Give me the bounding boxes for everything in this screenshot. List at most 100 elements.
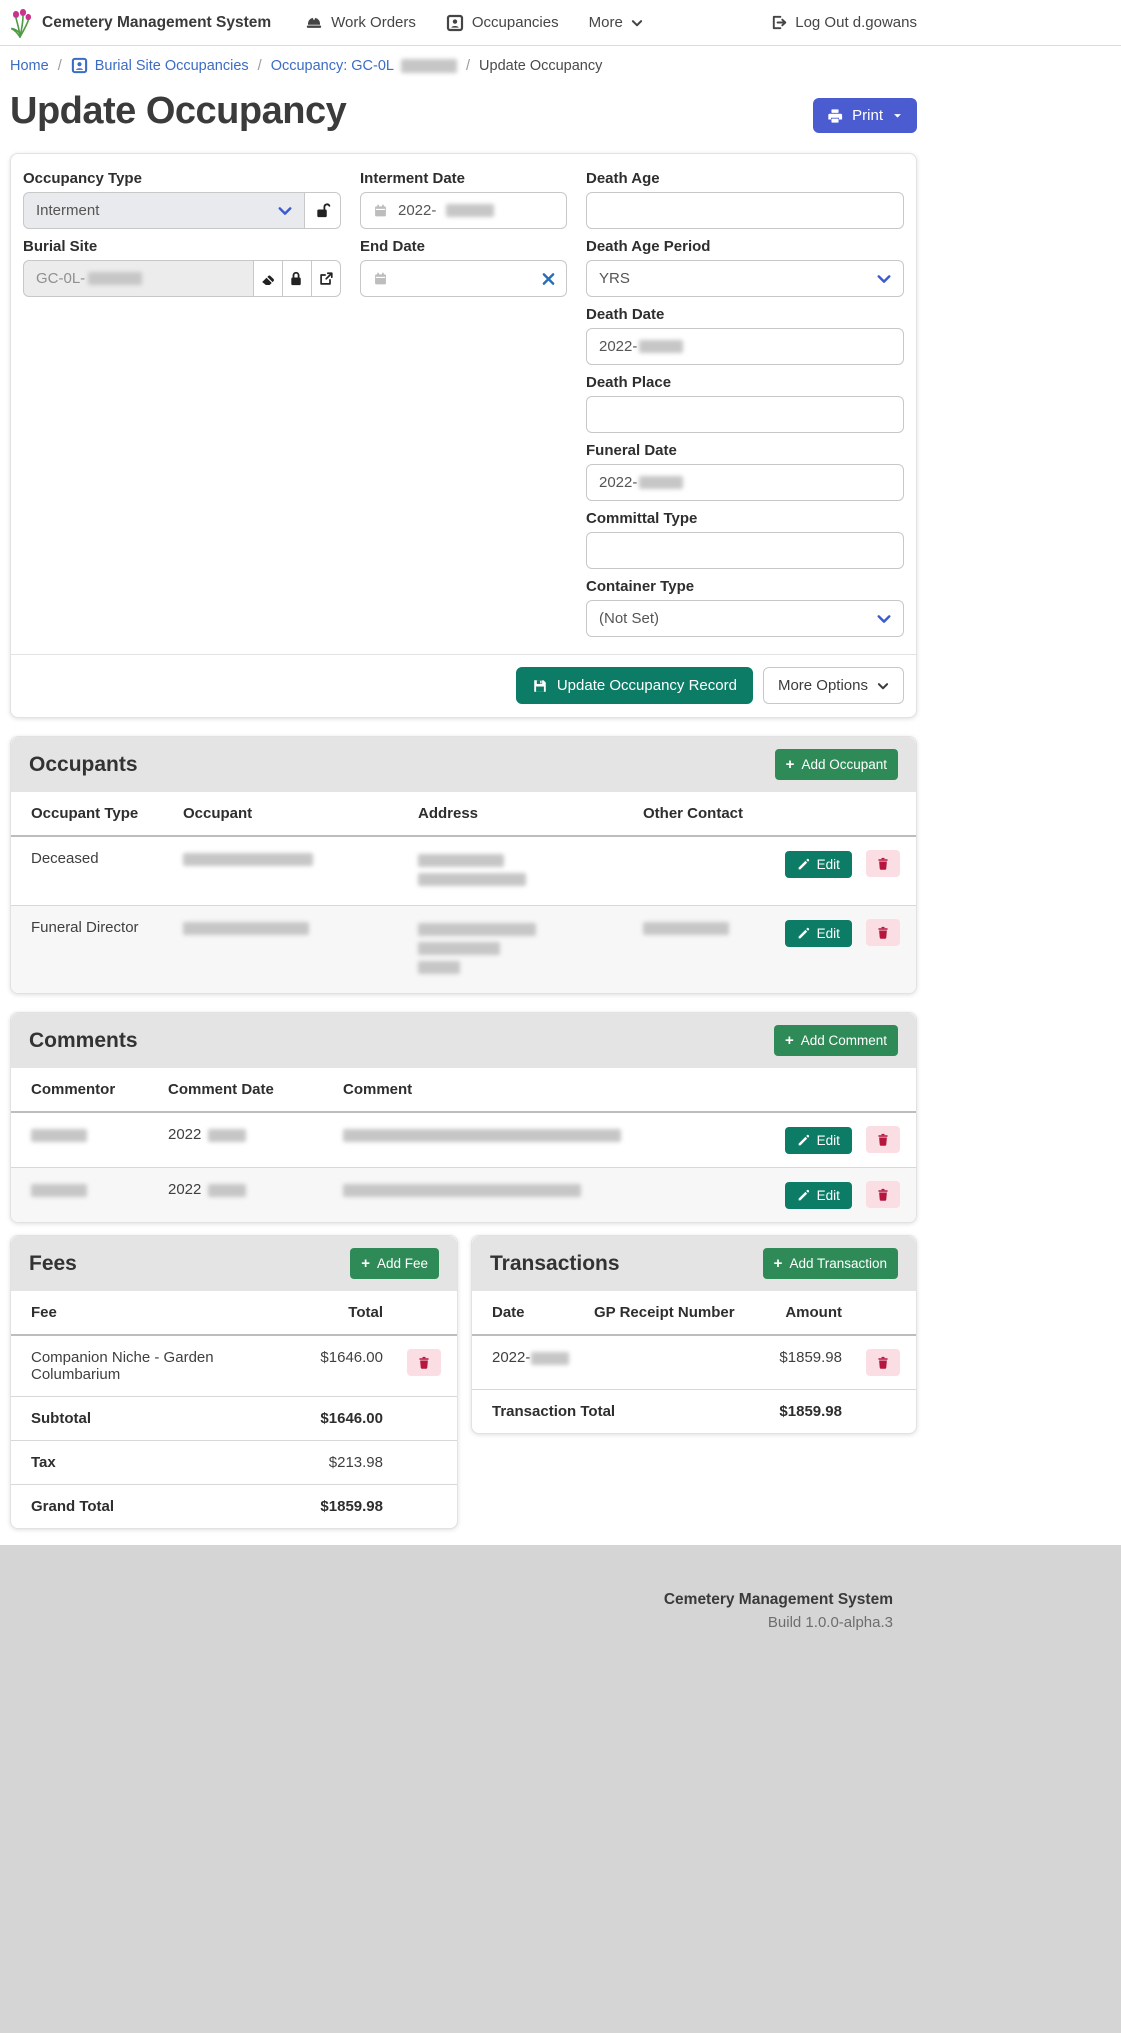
fee-name-cell: Companion Niche - Garden Columbarium [31, 1349, 214, 1383]
add-fee-label: Add Fee [376, 1256, 428, 1271]
redacted-address-line [418, 923, 536, 936]
interment-date-input[interactable]: 2022- [360, 192, 567, 229]
container-type-select[interactable]: (Not Set) [586, 600, 904, 637]
logout-label: Log Out d.gowans [795, 14, 917, 31]
edit-label: Edit [816, 926, 840, 941]
burial-site-input[interactable]: GC-0L- [23, 260, 254, 297]
comments-section: Comments + Add Comment Commentor Comment… [10, 1012, 917, 1223]
column-header: Date [472, 1291, 582, 1336]
comments-table: Commentor Comment Date Comment 2022 [11, 1068, 916, 1222]
column-header: Address [406, 792, 631, 837]
delete-occupant-button[interactable] [866, 850, 900, 877]
print-button[interactable]: Print [813, 98, 917, 133]
redacted-address-line [418, 873, 526, 886]
delete-transaction-button[interactable] [866, 1349, 900, 1376]
plus-icon: + [784, 1032, 794, 1049]
column-header-actions [772, 1068, 916, 1113]
occupancy-type-label: Occupancy Type [23, 170, 142, 187]
add-occupant-button[interactable]: + Add Occupant [774, 749, 898, 780]
edit-occupant-button[interactable]: Edit [784, 851, 852, 878]
transaction-date-cell: 2022- [492, 1349, 531, 1366]
breadcrumb-home[interactable]: Home [10, 57, 49, 74]
death-age-period-value: YRS [599, 270, 630, 287]
trash-icon [417, 1355, 431, 1370]
funeral-date-input[interactable]: 2022- [586, 464, 904, 501]
burial-site-open-link-button[interactable] [310, 260, 342, 297]
occupants-table: Occupant Type Occupant Address Other Con… [11, 792, 916, 993]
occupant-type-cell: Funeral Director [11, 905, 171, 993]
portrait-badge-icon [446, 14, 464, 32]
column-header: Fee [11, 1291, 303, 1336]
app-footer: Cemetery Management System Build 1.0.0-a… [0, 1545, 1121, 2033]
edit-comment-button[interactable]: Edit [784, 1182, 852, 1209]
tax-label: Tax [11, 1440, 303, 1485]
burial-site-lock-button[interactable] [281, 260, 312, 297]
delete-occupant-button[interactable] [866, 919, 900, 946]
nav-item-work-orders[interactable]: Work Orders [305, 14, 416, 32]
tulip-logo-icon [10, 8, 34, 38]
breadcrumb-separator: / [57, 57, 62, 74]
delete-comment-button[interactable] [866, 1126, 900, 1153]
lock-open-icon [314, 202, 331, 219]
chevron-down-icon [278, 204, 292, 218]
trash-icon [876, 1132, 890, 1147]
nav-item-occupancies[interactable]: Occupancies [446, 14, 559, 32]
container-type-label: Container Type [586, 578, 695, 595]
column-header: Occupant [171, 792, 406, 837]
redacted-comment-date [207, 1183, 246, 1197]
death-place-input[interactable] [586, 396, 904, 433]
update-occupancy-record-label: Update Occupancy Record [556, 677, 737, 694]
app-brand[interactable]: Cemetery Management System [10, 8, 271, 38]
breadcrumb-label: Occupancy: GC-0L [270, 57, 394, 74]
redacted-commentor [31, 1128, 87, 1142]
occupancy-type-unlock-button[interactable] [303, 192, 341, 229]
death-date-label: Death Date [586, 306, 665, 323]
edit-comment-button[interactable]: Edit [784, 1127, 852, 1154]
breadcrumb-separator: / [466, 57, 471, 74]
portrait-badge-icon [71, 57, 88, 74]
pencil-icon [797, 1189, 810, 1202]
logout-icon [770, 14, 787, 31]
end-date-input[interactable] [360, 260, 567, 297]
table-row: 2022- $1859.98 [472, 1335, 916, 1390]
add-transaction-button[interactable]: + Add Transaction [762, 1248, 898, 1279]
death-age-label: Death Age [586, 170, 660, 187]
print-label: Print [852, 107, 883, 124]
death-age-period-select[interactable]: YRS [586, 260, 904, 297]
update-occupancy-record-button[interactable]: Update Occupancy Record [515, 667, 753, 704]
interment-date-label: Interment Date [360, 170, 466, 187]
logout-link[interactable]: Log Out d.gowans [770, 14, 917, 31]
column-header: Commentor [11, 1068, 156, 1113]
plus-icon: + [773, 1255, 783, 1272]
table-row: 2022 Edit [11, 1112, 916, 1168]
add-fee-button[interactable]: + Add Fee [350, 1248, 439, 1279]
nav-item-label: More [588, 14, 623, 31]
redacted-comment [343, 1183, 581, 1197]
interment-date-value: 2022- [398, 202, 437, 219]
breadcrumb-burial-site-occupancies[interactable]: Burial Site Occupancies [71, 57, 249, 74]
save-icon [532, 678, 548, 694]
delete-fee-button[interactable] [407, 1349, 441, 1376]
add-comment-button[interactable]: + Add Comment [773, 1025, 898, 1056]
more-options-button[interactable]: More Options [762, 667, 904, 704]
comments-title: Comments [29, 1028, 138, 1052]
column-header: GP Receipt Number [582, 1291, 754, 1336]
comment-date-cell: 2022 [168, 1181, 202, 1198]
nav-item-more[interactable]: More [589, 14, 643, 31]
redacted-comment-date [207, 1128, 246, 1142]
end-date-clear-icon[interactable] [542, 272, 555, 285]
trash-icon [876, 925, 890, 940]
committal-type-input[interactable] [586, 532, 904, 569]
edit-occupant-button[interactable]: Edit [784, 920, 852, 947]
burial-site-clear-button[interactable] [252, 260, 283, 297]
occupancy-form-card: Occupancy Type Interment [10, 153, 917, 718]
delete-comment-button[interactable] [866, 1181, 900, 1208]
death-date-input[interactable]: 2022- [586, 328, 904, 365]
death-age-input[interactable] [586, 192, 904, 229]
occupancy-type-select[interactable]: Interment [23, 192, 305, 229]
pencil-icon [797, 1134, 810, 1147]
edit-label: Edit [816, 1133, 840, 1148]
breadcrumb-occupancy[interactable]: Occupancy: GC-0L [271, 58, 457, 74]
calendar-icon [373, 271, 388, 286]
transactions-section: Transactions + Add Transaction Date GP R… [471, 1235, 917, 1434]
